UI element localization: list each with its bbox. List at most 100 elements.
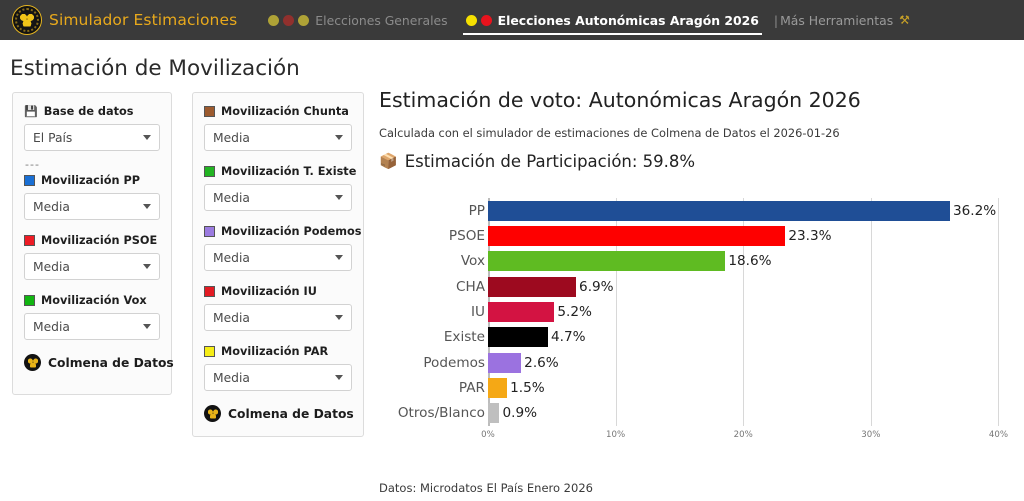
label-movilizacion-chunta: Movilización Chunta <box>204 105 352 118</box>
more-tools-label: Más Herramientas <box>780 12 894 28</box>
bar-category-label: Vox <box>460 253 485 270</box>
select-movilizacion-psoe[interactable]: Media <box>24 253 160 280</box>
field-label-text: Movilización Chunta <box>221 105 349 118</box>
bar-category-label: Otros/Blanco <box>397 405 485 422</box>
select-value: Media <box>213 310 250 325</box>
chart-bar <box>488 301 555 323</box>
bar-value-label: 5.2% <box>557 303 592 320</box>
color-swatch-icon <box>204 286 215 297</box>
select-movilizacion-par[interactable]: Media <box>204 364 352 391</box>
field-label-text: Movilización PSOE <box>41 234 158 247</box>
select-movilizacion-t-existe[interactable]: Media <box>204 184 352 211</box>
bar-value-label: 2.6% <box>524 354 559 371</box>
select-movilizacion-chunta[interactable]: Media <box>204 124 352 151</box>
select-base-de-datos[interactable]: El País <box>24 124 160 151</box>
chart-bar-row: Podemos 2.6% <box>423 352 1024 373</box>
color-swatch-icon <box>204 346 215 357</box>
panel-movilizacion-secundaria: Movilización Chunta Media Movilización T… <box>192 92 364 437</box>
bar-category-label: PSOE <box>448 227 485 244</box>
tab-label: Elecciones Generales <box>315 12 448 28</box>
chart-bar-row: Otros/Blanco 0.9% <box>398 403 1024 424</box>
colmena-label: Colmena de Datos <box>48 355 174 370</box>
panel-movilizacion-principal: 💾 Base de datos El País --- Movilización… <box>12 92 174 395</box>
chart-bar <box>488 200 950 221</box>
chart-bar-row: Vox 18.6% <box>461 251 1024 272</box>
color-swatch-icon <box>204 166 215 177</box>
bar-value-label: 6.9% <box>579 278 614 295</box>
bar-value-label: 4.7% <box>550 329 586 346</box>
chevron-down-icon <box>335 375 343 380</box>
select-value: El País <box>33 130 73 145</box>
label-movilizacion-iu: Movilización IU <box>204 285 352 298</box>
x-axis-tick-label: 0% <box>481 430 495 440</box>
chart-gridline <box>615 198 617 426</box>
participation-estimate: 📦 Estimación de Participación: 59.8% <box>379 152 695 171</box>
bar-category-label: CHA <box>455 278 485 295</box>
label-movilizacion-par: Movilización PAR <box>204 345 352 358</box>
floppy-disk-icon: 💾 <box>24 105 38 118</box>
chart-bar <box>488 327 548 348</box>
field-label-text: Movilización T. Existe <box>221 165 357 178</box>
more-tools-button[interactable]: Más Herramientas ⚒ <box>780 13 910 28</box>
chart-footnote: Datos: Microdatos El País Enero 2026 <box>379 481 593 495</box>
select-value: Media <box>213 130 250 145</box>
tab-dots <box>465 14 492 26</box>
panel-a-content: 💾 Base de datos El País --- Movilización… <box>13 93 174 383</box>
package-box-icon: 📦 <box>379 152 398 170</box>
color-swatch-icon <box>204 106 215 117</box>
field-label-text: Movilización PP <box>41 174 141 187</box>
label-movilizacion-podemos: Movilización Podemos <box>204 225 362 238</box>
select-value: Media <box>33 319 70 334</box>
tab-elecciones-generales[interactable]: Elecciones Generales <box>259 0 456 40</box>
dot-icon <box>298 14 310 26</box>
label-base-de-datos: 💾 Base de datos <box>24 105 160 118</box>
chart-gridline <box>998 198 1000 426</box>
chart-subtitle: Calculada con el simulador de estimacion… <box>379 126 840 140</box>
label-movilizacion-vox: Movilización Vox <box>24 294 160 307</box>
bar-value-label: 36.2% <box>952 202 997 219</box>
chart-bar <box>488 403 500 424</box>
select-movilizacion-iu[interactable]: Media <box>204 304 352 331</box>
chevron-down-icon <box>335 255 343 260</box>
tab-label: Elecciones Autonómicas Aragón 2026 <box>497 12 759 28</box>
select-movilizacion-pp[interactable]: Media <box>24 193 160 220</box>
label-movilizacion-psoe: Movilización PSOE <box>24 234 160 247</box>
brand[interactable]: Simulador Estimaciones <box>0 5 237 35</box>
bar-category-label: Existe <box>443 329 485 346</box>
page-title: Estimación de Movilización <box>10 56 300 81</box>
chart-bar <box>488 225 786 247</box>
x-axis-tick-label: 30% <box>861 430 881 440</box>
bar-value-label: 18.6% <box>728 253 772 270</box>
nav-tabs: Elecciones Generales Elecciones Autonómi… <box>259 0 910 40</box>
beehive-logo-icon <box>12 5 42 35</box>
colmena-de-datos-footer[interactable]: Colmena de Datos <box>24 354 174 371</box>
chevron-down-icon <box>143 135 151 140</box>
chart-bar <box>488 377 508 399</box>
field-label-text: Movilización IU <box>221 285 317 298</box>
vote-estimate-bar-chart: PP 36.2% PSOE 23.3% Vox 18.6% CHA 6.9% IU 5.2% Exi… <box>379 192 1024 447</box>
participation-text: Estimación de Participación: 59.8% <box>404 152 696 171</box>
bar-value-label: 23.3% <box>788 227 832 244</box>
select-value: Media <box>213 250 250 265</box>
dot-icon <box>268 14 280 26</box>
nav-separator: | <box>773 12 779 28</box>
colmena-de-datos-footer[interactable]: Colmena de Datos <box>204 405 354 422</box>
color-swatch-icon <box>24 295 35 306</box>
select-value: Media <box>213 190 250 205</box>
tab-elecciones-autonomicas-aragon-2026[interactable]: Elecciones Autonómicas Aragón 2026 <box>457 0 768 40</box>
select-movilizacion-podemos[interactable]: Media <box>204 244 352 271</box>
chart-bar-row: CHA 6.9% <box>456 276 1024 297</box>
dot-icon <box>465 14 477 26</box>
field-label-text: Movilización Vox <box>41 294 147 307</box>
panel-divider: --- <box>25 158 40 171</box>
dot-icon <box>283 14 295 26</box>
chart-bar <box>488 276 577 297</box>
bar-category-label: PAR <box>458 379 485 396</box>
tab-dots <box>268 14 310 26</box>
x-axis-tick-label: 20% <box>733 430 753 440</box>
chevron-down-icon <box>335 135 343 140</box>
select-movilizacion-vox[interactable]: Media <box>24 313 160 340</box>
chart-bar <box>488 251 726 272</box>
colmena-label: Colmena de Datos <box>228 406 354 421</box>
x-axis-tick-label: 40% <box>988 430 1009 440</box>
